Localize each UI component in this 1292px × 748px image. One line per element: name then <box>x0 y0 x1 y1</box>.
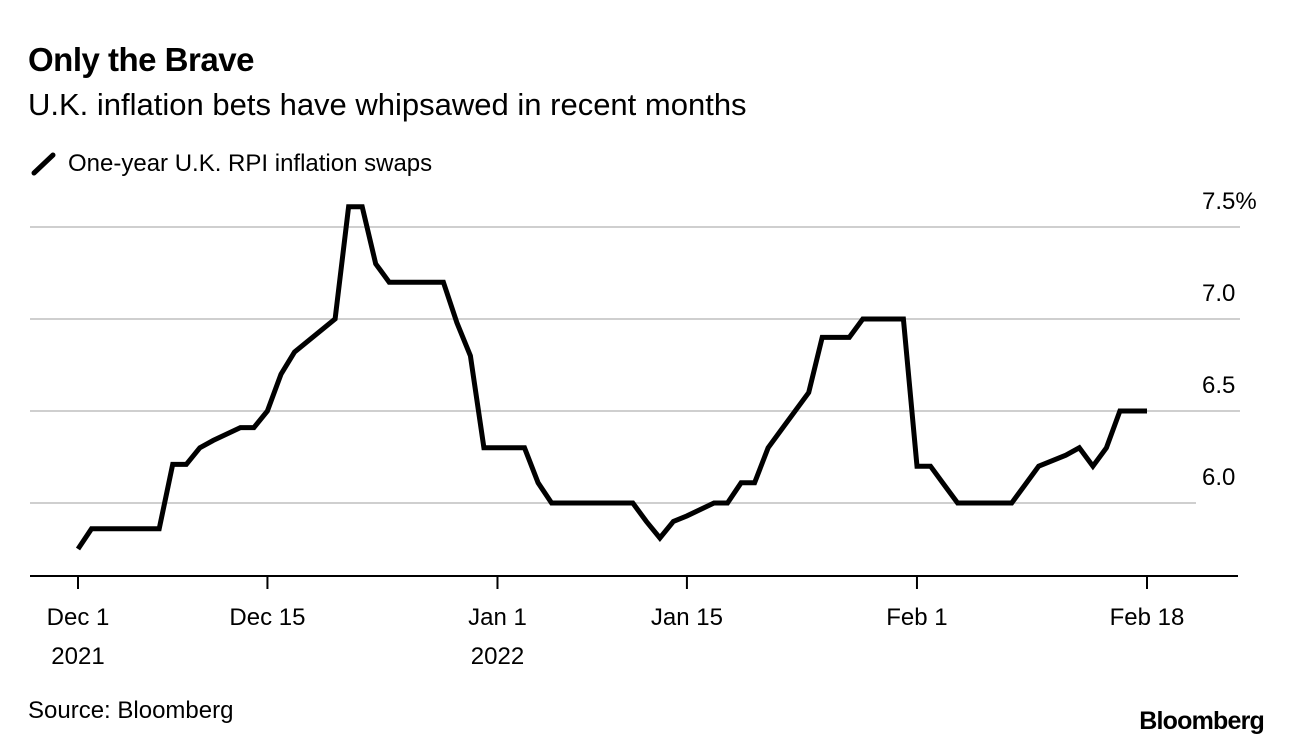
x-tick-label-0: Dec 1 <box>47 604 110 631</box>
y-tick-label-6: 6.0 <box>1202 464 1235 491</box>
bloomberg-logo: Bloomberg <box>1139 707 1265 735</box>
x-tick-sublabel-0: 2021 <box>51 643 104 670</box>
legend-swatch-icon <box>31 152 56 176</box>
x-tick-label-3: Jan 15 <box>651 604 723 631</box>
y-tick-label-7: 7.0 <box>1202 280 1235 307</box>
y-tick-label-6-5: 6.5 <box>1202 372 1235 399</box>
line-chart: 6.0 6.5 7.0 7.5% Dec 1 2021 Dec 15 Jan 1 2022 Jan… <box>30 188 1257 670</box>
y-tick-label-7-5: 7.5% <box>1202 188 1257 215</box>
chart-title: Only the Brave <box>28 41 254 78</box>
legend: One-year U.K. RPI inflation swaps <box>30 148 432 180</box>
source-note: Source: Bloomberg <box>28 697 234 724</box>
series-line-rpi-swaps <box>75 204 1147 551</box>
x-tick-label-1: Dec 15 <box>229 604 305 631</box>
legend-label: One-year U.K. RPI inflation swaps <box>68 150 433 177</box>
x-tick-sublabel-2: 2022 <box>471 643 524 670</box>
x-tick-label-2: Jan 1 <box>468 604 527 631</box>
x-tick-label-5: Feb 18 <box>1110 604 1185 631</box>
x-tick-label-4: Feb 1 <box>886 604 947 631</box>
chart-subtitle: U.K. inflation bets have whipsawed in re… <box>28 87 747 122</box>
